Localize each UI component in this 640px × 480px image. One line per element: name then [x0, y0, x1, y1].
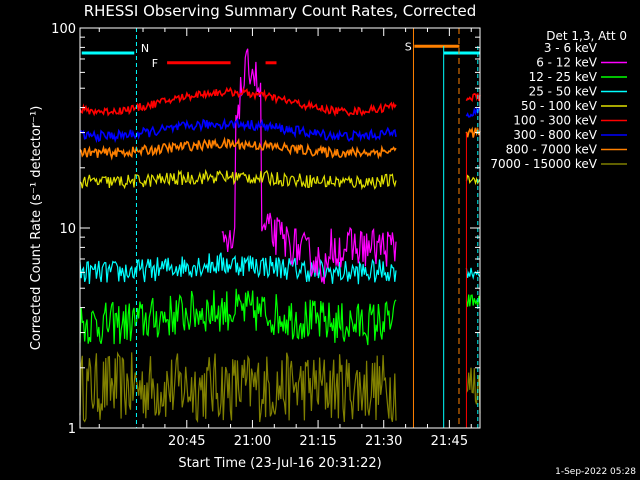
- legend-entry-label: 3 - 6 keV: [544, 41, 598, 55]
- legend-title: Det 1,3, Att 0: [546, 29, 627, 43]
- legend-entry-label: 800 - 7000 keV: [506, 143, 598, 157]
- series-6-12-kev: [221, 48, 397, 285]
- series-300-800-kev: [79, 117, 397, 144]
- x-tick-label: 21:45: [431, 434, 468, 449]
- footer-date: 1-Sep-2022 05:28: [555, 467, 636, 477]
- legend-entry-label: 7000 - 15000 keV: [490, 157, 597, 171]
- x-tick-label: 20:45: [168, 434, 205, 449]
- series-50-100-kev: [79, 168, 397, 191]
- legend-entry-label: 100 - 300 keV: [513, 114, 597, 128]
- x-tick-label: 21:30: [365, 434, 402, 449]
- series-25-50-kev: [79, 252, 397, 285]
- legend-entry-label: 25 - 50 keV: [529, 85, 598, 99]
- series-12-25-kev: [79, 288, 397, 346]
- series-800-7000-kev: [79, 136, 397, 161]
- chart-title: RHESSI Observing Summary Count Rates, Co…: [84, 2, 477, 20]
- x-tick-label: 21:00: [234, 434, 271, 449]
- legend-entry-label: 50 - 100 keV: [521, 99, 598, 113]
- axis-layer: 20:45 21:00 21:15 21:30 21:45 1 10 100: [51, 22, 480, 449]
- series-50-100-kev-2: [465, 174, 481, 186]
- x-tick-label: 21:15: [299, 434, 336, 449]
- series-layer: [79, 48, 481, 423]
- flag-layer: NF S: [81, 28, 480, 428]
- y-tick-label: 1: [68, 422, 76, 437]
- series-3-6-kev: [216, 52, 397, 257]
- y-axis-label: Corrected Count Rate (s⁻¹ detector⁻¹): [29, 106, 44, 351]
- series-100-300-kev-2: [465, 93, 481, 103]
- flare-flag-label: F: [152, 57, 158, 70]
- x-axis-label: Start Time (23-Jul-16 20:31:22): [178, 456, 381, 471]
- legend-entry-label: 12 - 25 keV: [529, 70, 598, 84]
- legend-entry-label: 300 - 800 keV: [513, 128, 597, 142]
- series-800-7000-kev-2: [465, 126, 481, 138]
- night-flag-label: N: [141, 42, 149, 55]
- y-tick-label: 100: [51, 22, 76, 37]
- legend-entry-label: 6 - 12 keV: [536, 56, 598, 70]
- saa-flag-label: S: [405, 40, 412, 53]
- series-100-300-kev: [79, 86, 397, 118]
- series-7000-15000-kev: [79, 351, 397, 423]
- y-tick-label: 10: [59, 222, 76, 237]
